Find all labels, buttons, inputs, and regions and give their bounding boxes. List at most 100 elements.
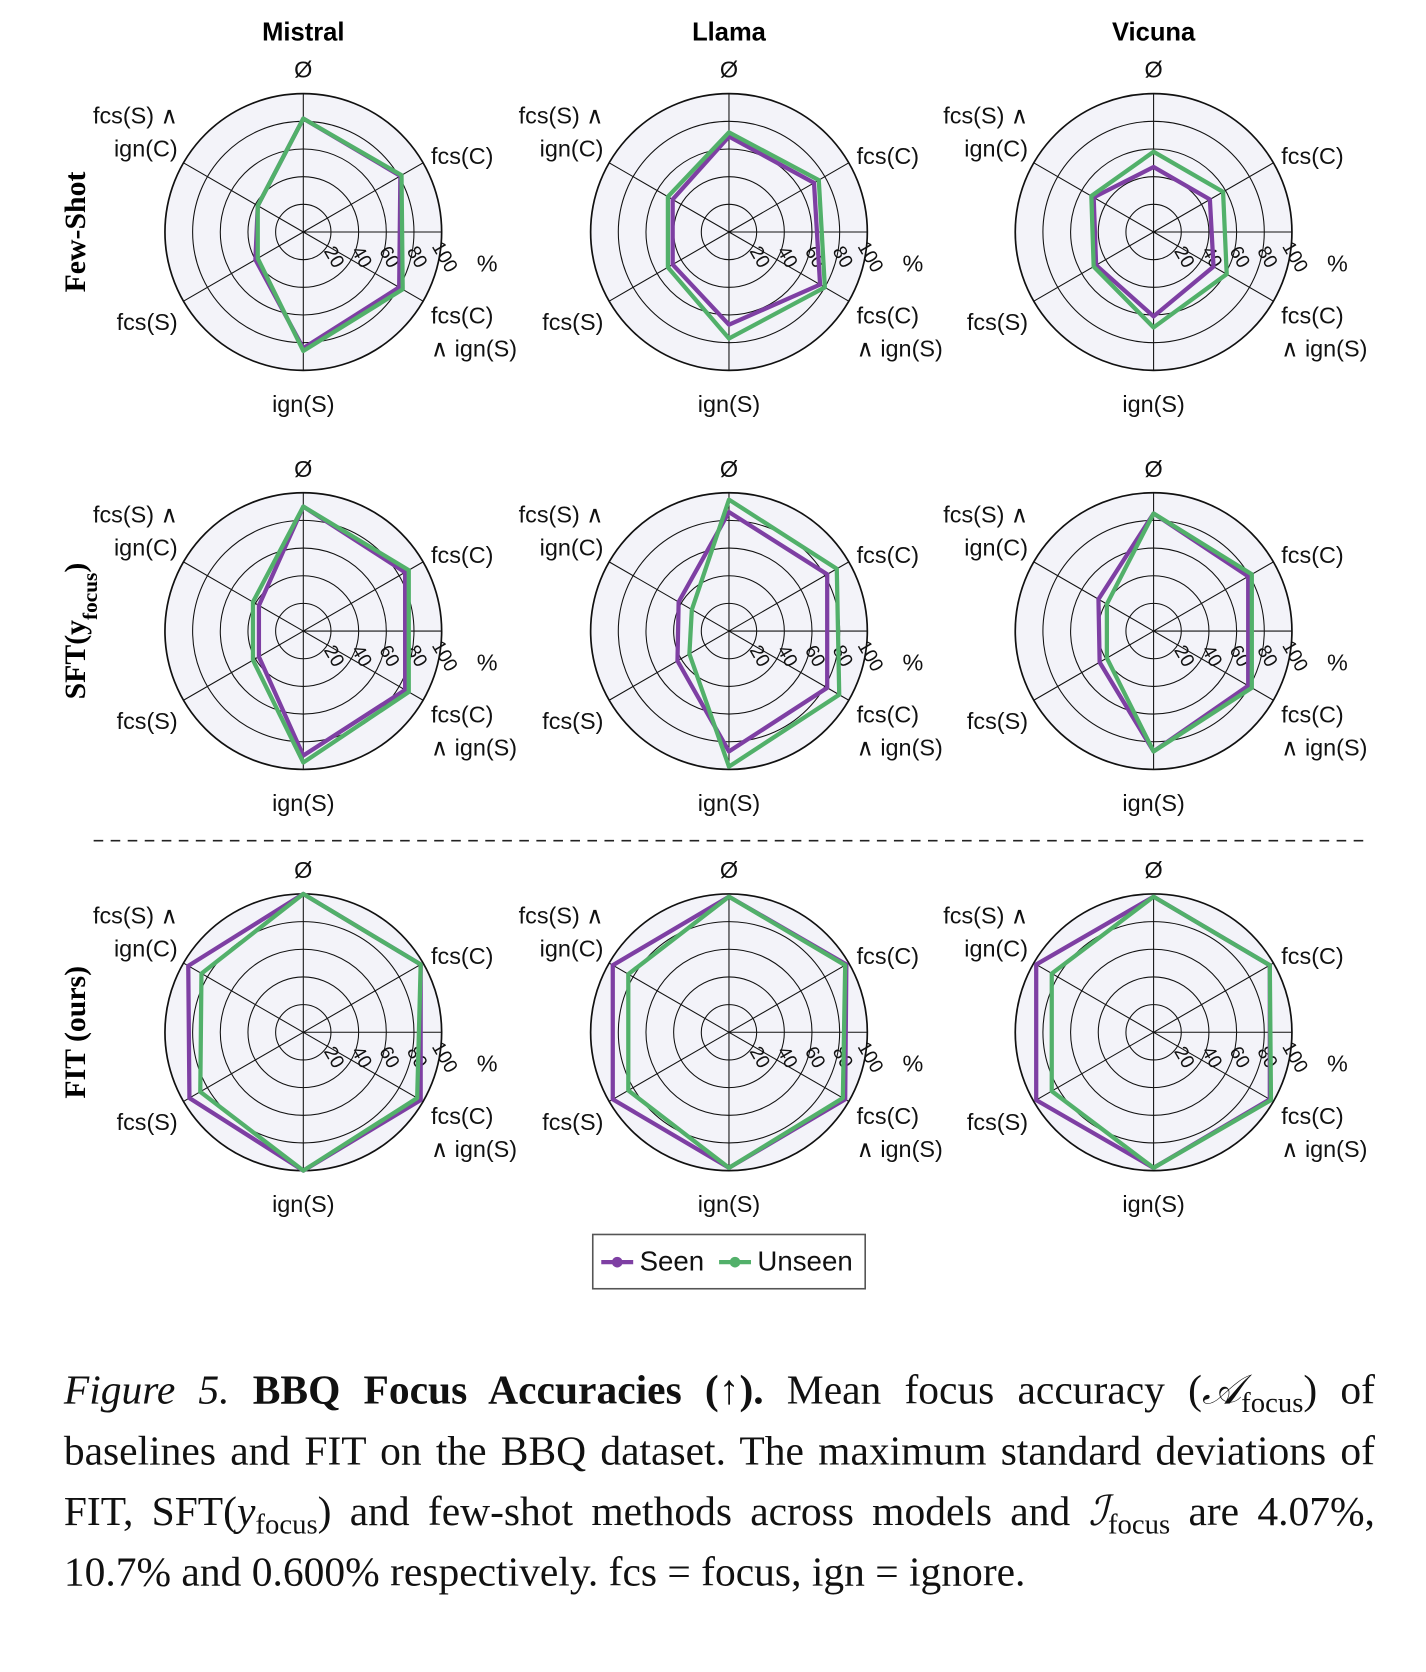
spoke — [303, 1031, 424, 1102]
category-label: Ø — [1144, 856, 1163, 884]
category-label: fcs(S) ∧ ign(C) — [518, 501, 604, 561]
category-label: fcs(C) ∧ ign(S) — [856, 701, 943, 761]
category-label: fcs(C) — [856, 942, 920, 970]
column-title: Llama — [692, 18, 767, 46]
caption-title: BBQ Focus Accuracies (↑). — [252, 1367, 764, 1414]
series-line — [255, 116, 405, 354]
category-label: fcs(S) — [966, 1108, 1029, 1136]
category-label: Ø — [719, 56, 739, 84]
series-line — [256, 504, 408, 758]
caption-text: Mean focus accuracy ( — [763, 1367, 1202, 1414]
category-label: ign(S) — [1122, 789, 1185, 817]
series-line — [250, 504, 411, 765]
legend-label: Unseen — [757, 1246, 852, 1277]
category-label: fcs(C) ∧ ign(S) — [856, 302, 943, 362]
caption-text: ) and few-shot methods across models and — [317, 1488, 1089, 1535]
category-label: fcs(C) ∧ ign(S) — [431, 302, 518, 362]
category-label: fcs(C) ∧ ign(S) — [1281, 302, 1368, 362]
category-label: fcs(C) — [431, 541, 494, 569]
caption: Figure 5. BBQ Focus Accuracies (↑). Mean… — [64, 1360, 1375, 1603]
r-unit: % — [1327, 1051, 1348, 1077]
column-title: Mistral — [262, 18, 344, 46]
chart-grid: Mistral Llama Vicuna Few-Shot SFT(yfocus) FIT… — [59, 18, 1365, 1290]
category-label: fcs(S) — [966, 707, 1029, 735]
category-label: fcs(S) ∧ ign(C) — [92, 902, 178, 963]
spoke — [1033, 561, 1154, 632]
category-label: Ø — [294, 856, 313, 884]
spoke — [608, 630, 730, 701]
category-label: fcs(S) ∧ ign(C) — [92, 102, 178, 162]
caption-subscript: focus — [255, 1507, 318, 1540]
caption-text: are 4.07%, 10.7% and 0.600% respectively… — [63, 1488, 1375, 1596]
r-unit: % — [1327, 649, 1348, 675]
category-label: fcs(S) — [542, 1108, 604, 1136]
spoke — [183, 561, 304, 632]
spoke — [608, 561, 730, 632]
row-label-part: SFT(y — [59, 620, 92, 700]
category-label: Ø — [294, 455, 313, 483]
category-label: Ø — [719, 856, 739, 884]
spoke — [1153, 1031, 1274, 1102]
r-unit: % — [477, 250, 498, 276]
category-label: fcs(S) ∧ ign(C) — [943, 102, 1029, 162]
category-label: fcs(S) ∧ ign(C) — [518, 902, 604, 963]
r-unit: % — [477, 1051, 498, 1077]
row-label-part: FIT (ours) — [59, 966, 92, 1099]
category-label: fcs(S) — [966, 308, 1029, 336]
spoke — [183, 630, 304, 701]
category-label: ign(S) — [697, 1190, 761, 1218]
category-label: ign(S) — [272, 1190, 335, 1218]
row-label: SFT(yfocus) — [59, 563, 102, 700]
category-label: fcs(S) — [116, 308, 178, 336]
category-label: Ø — [1144, 56, 1163, 84]
spoke — [728, 231, 850, 302]
category-label: fcs(C) ∧ ign(S) — [856, 1102, 943, 1163]
category-label: fcs(C) — [1281, 142, 1344, 170]
category-label: ign(S) — [272, 789, 335, 817]
category-label: fcs(C) ∧ ign(S) — [431, 1102, 518, 1163]
series-line — [1049, 894, 1274, 1170]
legend-label: Seen — [640, 1246, 705, 1277]
spoke — [183, 231, 304, 302]
category-label: fcs(C) — [431, 942, 494, 970]
series-line — [626, 894, 848, 1170]
category-label: ign(S) — [697, 390, 761, 418]
spoke — [1153, 162, 1274, 233]
r-unit: % — [1327, 250, 1348, 276]
caption-symbol: y — [236, 1488, 256, 1535]
series-line — [675, 509, 830, 754]
series-line — [670, 134, 823, 327]
category-label: ign(S) — [272, 390, 335, 418]
category-label: fcs(C) — [1281, 942, 1344, 970]
r-unit: % — [902, 250, 923, 276]
category-label: ign(S) — [1122, 1190, 1185, 1218]
spoke — [1153, 962, 1274, 1033]
category-label: fcs(C) — [856, 142, 920, 170]
series-line — [198, 891, 423, 1173]
spoke — [183, 162, 304, 233]
category-label: fcs(C) — [856, 541, 920, 569]
r-unit: % — [902, 649, 923, 675]
row-label-part: focus — [78, 573, 102, 620]
spoke — [1033, 630, 1154, 701]
category-label: ign(S) — [1122, 390, 1185, 418]
spoke — [728, 162, 850, 233]
series-line — [1089, 149, 1229, 330]
column-title: Vicuna — [1112, 18, 1196, 46]
series-line — [1091, 164, 1216, 319]
category-label: fcs(S) — [116, 707, 178, 735]
category-label: fcs(C) ∧ ign(S) — [1281, 701, 1368, 761]
row-label: Few-Shot — [59, 172, 92, 293]
r-unit: % — [477, 649, 498, 675]
row-label: FIT (ours) — [59, 966, 92, 1099]
spoke — [728, 1031, 850, 1102]
caption-text: ) of baselines and FIT on the BBQ datase… — [63, 1367, 1375, 1535]
category-label: fcs(S) ∧ ign(C) — [943, 902, 1029, 963]
category-label: Ø — [294, 56, 313, 84]
caption-subscript: focus — [1107, 1507, 1171, 1540]
category-label: fcs(S) — [542, 308, 604, 336]
row-label-part: Few-Shot — [59, 172, 92, 293]
row-label-part: ) — [59, 563, 92, 573]
category-label: Ø — [719, 455, 739, 483]
category-label: Ø — [1144, 455, 1163, 483]
